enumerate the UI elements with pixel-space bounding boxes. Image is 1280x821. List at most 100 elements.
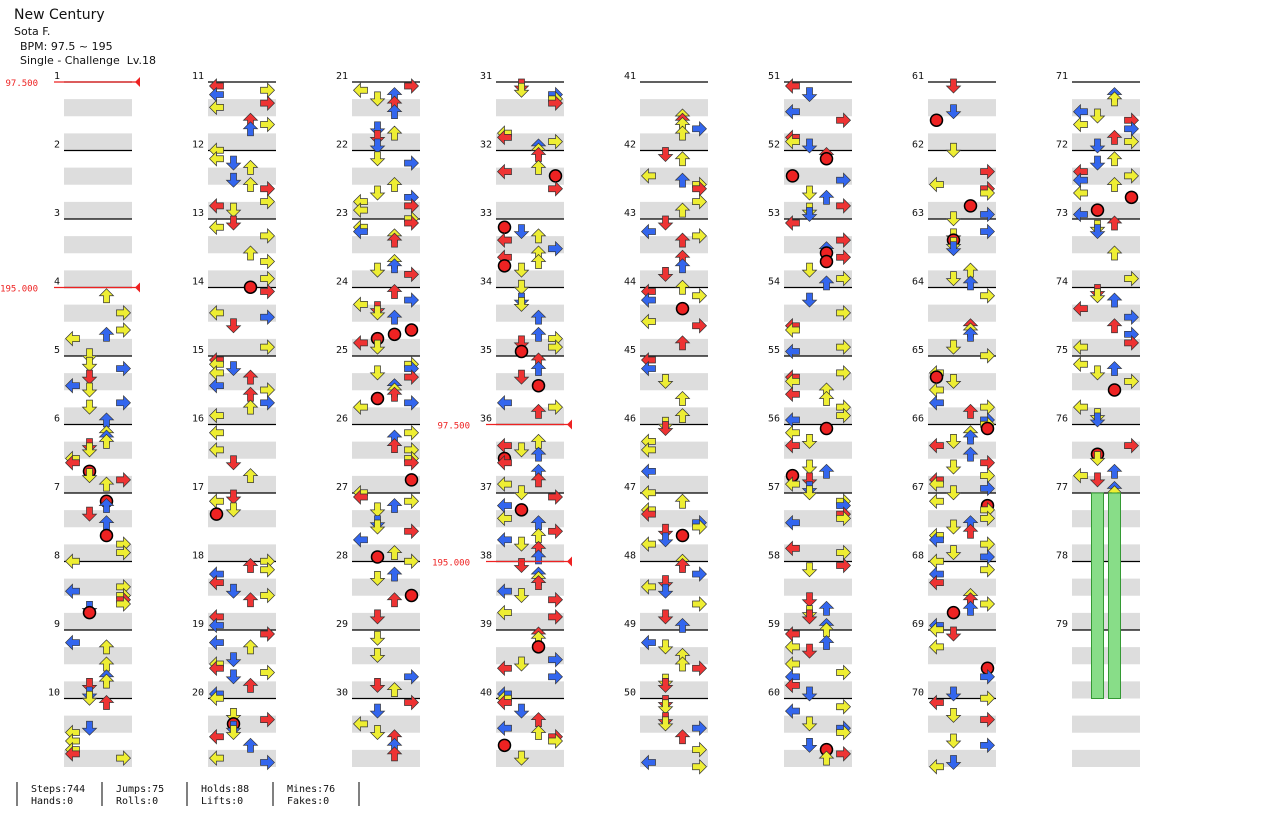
beat-stripe: [1072, 749, 1140, 767]
measure-number: 44: [624, 277, 636, 288]
beat-stripe: [208, 715, 276, 733]
measure-number: 26: [336, 414, 348, 425]
beat-stripe: [784, 612, 852, 630]
mine: [497, 220, 512, 235]
measure-number: 57: [768, 482, 780, 493]
beat-stripe: [640, 201, 708, 219]
beat-stripe: [496, 612, 564, 630]
arrow: [404, 78, 419, 94]
beat-stripe: [640, 236, 708, 254]
arrow: [99, 288, 114, 304]
measure-number: 45: [624, 345, 636, 356]
bpm-label: 195.000: [0, 285, 38, 295]
beat-stripe: [64, 133, 132, 151]
beat-stripe: [352, 578, 420, 596]
beat-stripe: [640, 612, 708, 630]
beat-stripe: [64, 510, 132, 528]
arrow: [692, 596, 707, 612]
measure-number: 19: [192, 619, 204, 630]
measure-number: 11: [192, 71, 204, 82]
measure-number: 59: [768, 619, 780, 630]
measure-number: 28: [336, 551, 348, 562]
mine: [404, 473, 419, 487]
arrow: [370, 151, 385, 167]
mine: [404, 588, 419, 603]
beat-stripe: [784, 373, 852, 391]
measure-number: 32: [480, 140, 492, 151]
beat-stripe: [784, 167, 852, 185]
beat-stripe: [208, 201, 276, 219]
bpm-marker: [567, 419, 572, 430]
beat-stripe: [928, 749, 996, 767]
measure-number: 71: [1056, 71, 1068, 82]
beat-stripe: [784, 441, 852, 459]
measure-number: 35: [480, 345, 492, 356]
arrow: [929, 493, 944, 509]
mine: [531, 640, 546, 654]
beat-stripe: [1072, 270, 1140, 288]
beat-stripe: [496, 578, 564, 596]
arrow: [260, 254, 275, 270]
measure-number: 69: [912, 619, 924, 630]
beat-stripe: [208, 681, 276, 699]
beat-stripe: [640, 270, 708, 288]
measure-number: 48: [624, 551, 636, 562]
measure-number: 37: [480, 482, 492, 493]
arrow: [980, 562, 995, 578]
stat: Hands:0: [31, 796, 73, 807]
measure-number: 77: [1056, 482, 1068, 493]
beat-stripe: [928, 373, 996, 391]
beat-stripe: [496, 167, 564, 185]
beat-stripe: [928, 270, 996, 288]
mine: [675, 301, 690, 316]
mine: [946, 605, 961, 620]
arrow: [260, 82, 275, 98]
stat: Fakes:0: [287, 796, 329, 807]
arrow: [946, 78, 961, 94]
mine: [514, 344, 529, 359]
beat-stripe: [208, 270, 276, 288]
measure-number: 8: [54, 551, 60, 562]
beat-stripe: [208, 304, 276, 322]
measure-number: 17: [192, 482, 204, 493]
measure-number: 16: [192, 414, 204, 425]
beat-stripe: [784, 544, 852, 562]
beat-stripe: [928, 201, 996, 219]
beat-stripe: [1072, 304, 1140, 322]
measure-number: 14: [192, 277, 204, 288]
beat-stripe: [640, 99, 708, 117]
measure-number: 12: [192, 140, 204, 151]
arrow: [404, 493, 419, 509]
measure-number: 47: [624, 482, 636, 493]
beat-stripe: [1072, 475, 1140, 493]
beat-stripe: [496, 99, 564, 117]
arrow: [785, 425, 800, 441]
beat-stripe: [1072, 99, 1140, 117]
beat-stripe: [496, 133, 564, 151]
beat-stripe: [208, 407, 276, 425]
measure-number: 33: [480, 208, 492, 219]
beat-stripe: [496, 510, 564, 528]
measure-number: 74: [1056, 277, 1068, 288]
beat-stripe: [928, 647, 996, 665]
beat-stripe: [352, 236, 420, 254]
measure-number: 39: [480, 619, 492, 630]
arrow: [1073, 117, 1088, 133]
beat-stripe: [496, 270, 564, 288]
beat-stripe: [640, 715, 708, 733]
beat-stripe: [64, 715, 132, 733]
beat-stripe: [640, 647, 708, 665]
beat-stripe: [64, 578, 132, 596]
measure-number: 72: [1056, 140, 1068, 151]
stat: Mines:76: [287, 784, 335, 795]
arrow: [819, 391, 834, 407]
measure-number: 23: [336, 208, 348, 219]
measure-number: 78: [1056, 551, 1068, 562]
beat-stripe: [208, 544, 276, 562]
beat-stripe: [496, 407, 564, 425]
mine: [99, 528, 114, 543]
arrow: [116, 322, 131, 338]
beat-stripe: [928, 304, 996, 322]
beat-stripe: [64, 475, 132, 493]
arrow: [675, 391, 690, 407]
